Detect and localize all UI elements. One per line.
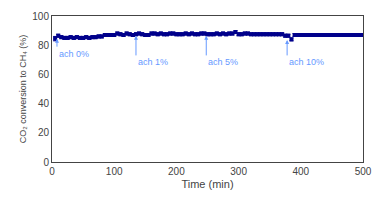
svg-text:Time (min): Time (min) — [181, 178, 233, 190]
svg-text:100: 100 — [32, 11, 49, 22]
svg-text:300: 300 — [230, 166, 247, 177]
svg-text:200: 200 — [168, 166, 185, 177]
svg-text:ach 5%: ach 5% — [208, 57, 238, 67]
svg-text:20: 20 — [38, 127, 50, 138]
svg-text:ach 10%: ach 10% — [289, 57, 324, 67]
svg-text:80: 80 — [38, 40, 50, 51]
svg-text:0: 0 — [49, 166, 55, 177]
svg-text:100: 100 — [106, 166, 123, 177]
svg-text:60: 60 — [38, 69, 50, 80]
svg-text:500: 500 — [355, 166, 372, 177]
svg-text:CO₂ conversion to CH₄ (%): CO₂ conversion to CH₄ (%) — [18, 35, 28, 144]
svg-text:0: 0 — [43, 157, 49, 168]
svg-text:400: 400 — [292, 166, 309, 177]
svg-text:40: 40 — [38, 98, 50, 109]
svg-text:ach 1%: ach 1% — [138, 57, 168, 67]
svg-text:ach 0%: ach 0% — [59, 49, 89, 59]
